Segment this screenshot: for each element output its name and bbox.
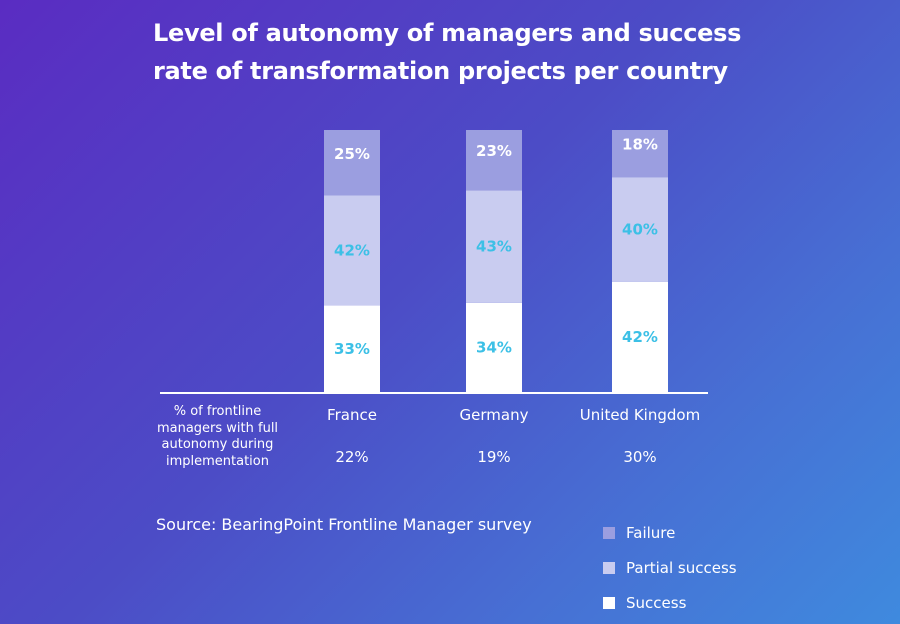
category-label: France: [327, 406, 377, 424]
data-label: 33%: [334, 340, 370, 358]
legend-item-partial: Partial success: [603, 550, 737, 585]
autonomy-value: 30%: [623, 448, 657, 466]
bar-segment-failure: [612, 130, 668, 178]
legend-swatch-success: [603, 596, 615, 609]
legend-item-success: Success: [603, 585, 737, 620]
source-note: Source: BearingPoint Frontline Manager s…: [156, 515, 532, 534]
autonomy-value: 19%: [477, 448, 511, 466]
legend-swatch-failure: [603, 526, 615, 539]
category-label: United Kingdom: [579, 406, 701, 424]
legend-item-failure: Failure: [603, 515, 737, 550]
bar-segment-partial-success: [324, 195, 380, 306]
bar-segment-success: [324, 305, 380, 392]
data-label: 42%: [622, 328, 658, 346]
bar-segment-failure: [466, 130, 522, 191]
legend: Failure Partial success Success: [603, 515, 737, 620]
data-label: 23%: [476, 142, 512, 160]
chart-title: Level of autonomy of managers and succes…: [153, 19, 742, 85]
data-label: 25%: [334, 145, 370, 163]
data-label: 43%: [476, 238, 512, 256]
bar-segment-partial-success: [612, 177, 668, 282]
data-label: 34%: [476, 338, 512, 356]
legend-swatch-partial: [603, 561, 615, 574]
autonomy-row-label: % of frontline managers with full autono…: [156, 404, 279, 469]
data-label: 40%: [622, 221, 658, 239]
data-label: 42%: [334, 242, 370, 260]
bar-segment-success: [466, 302, 522, 392]
bar-segment-partial-success: [466, 190, 522, 303]
autonomy-value: 22%: [335, 448, 369, 466]
bar-segment-failure: [324, 130, 380, 196]
data-label: 18%: [622, 136, 658, 154]
bar-segment-success: [612, 281, 668, 392]
category-label: Germany: [459, 406, 529, 424]
